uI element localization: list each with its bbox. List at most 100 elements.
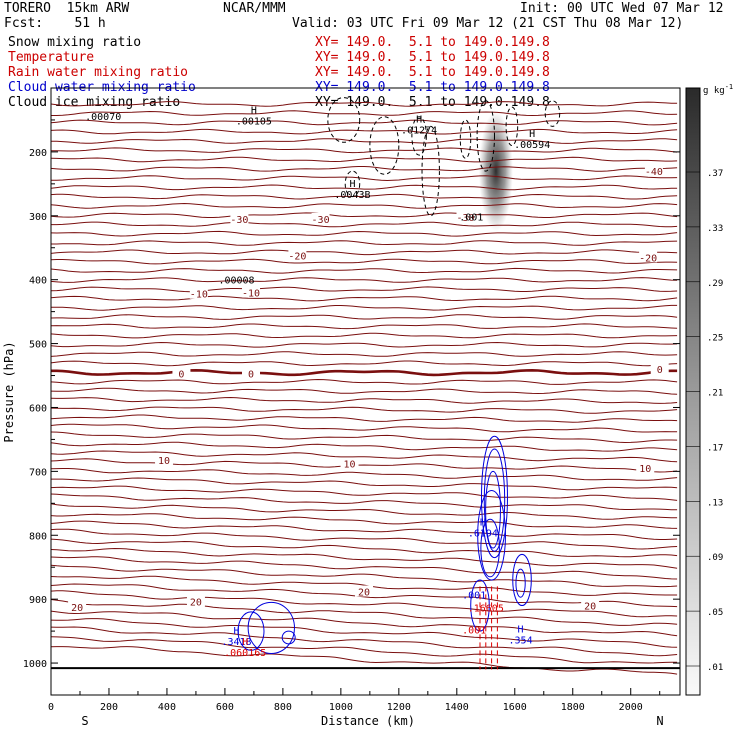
x-end-label-south: S (81, 714, 88, 728)
cloud-ice-contour (476, 100, 495, 172)
isotherm (51, 423, 678, 433)
maximum-marker: H (518, 624, 524, 635)
isotherm-label: -10 (242, 288, 260, 299)
cloud-water-contour (485, 470, 501, 549)
x-tick-label: 1400 (445, 702, 469, 713)
maximum-value: .00008 (218, 276, 254, 287)
maximum-marker: H (480, 518, 486, 529)
isotherm (51, 493, 678, 511)
isotherm (51, 626, 678, 657)
cloud-water-contour (237, 611, 265, 651)
isotherm-label: -30 (456, 213, 474, 224)
isotherm-label-bg (68, 600, 87, 612)
cloud-water-contour (247, 601, 295, 654)
cloud-ice-contour (505, 106, 519, 147)
isotherm (51, 101, 678, 107)
isotherm (51, 119, 678, 126)
isotherm (51, 618, 678, 648)
isotherm (51, 610, 678, 637)
maximum-marker: H (233, 626, 239, 637)
isotherm (51, 267, 678, 274)
isotherm (51, 128, 678, 135)
x-tick-label: 1200 (387, 702, 411, 713)
plot-frame (50, 87, 681, 696)
isotherm-label-bg (242, 367, 261, 379)
isotherm (51, 360, 678, 367)
y-tick-label: 200 (29, 148, 47, 159)
isotherm-label-bg (186, 595, 205, 607)
isotherm-label: 0 (178, 370, 184, 381)
maximum-marker: H (251, 105, 257, 116)
isotherm (51, 590, 678, 618)
isotherm-label-bg (172, 367, 191, 379)
model-title: TORERO 15km ARW (4, 1, 130, 16)
isotherm (51, 147, 678, 154)
y-tick-label: 700 (29, 467, 47, 478)
isotherm (51, 485, 678, 501)
isotherm-label-bg (355, 585, 374, 597)
isotherm (51, 636, 678, 664)
cloud-ice-contour (369, 116, 400, 175)
isotherm (51, 351, 678, 357)
isotherm (51, 323, 678, 330)
isotherm (51, 341, 678, 348)
x-tick-label: 0 (48, 702, 54, 713)
isotherm (51, 332, 678, 339)
x-axis-title: Distance (km) (321, 714, 415, 728)
isotherm-label: -40 (645, 167, 663, 178)
isotherm (51, 368, 678, 377)
isotherm (51, 468, 678, 481)
isotherm (51, 295, 678, 302)
isotherm (51, 477, 678, 491)
isotherm-label-bg (288, 249, 307, 261)
isotherm (51, 156, 678, 163)
isotherm-label: -30 (230, 215, 248, 226)
maximum-value: .001 (462, 591, 486, 602)
isotherm-label-bg (639, 251, 658, 263)
maximum-marker: H (416, 114, 422, 125)
colorbar-tick-label: .13 (707, 498, 723, 508)
isotherm (51, 528, 678, 550)
maximum-marker: H (242, 637, 248, 648)
isotherm (51, 138, 678, 144)
maximum-value: .3418 (221, 637, 251, 648)
colorbar-tick-label: .17 (707, 443, 723, 453)
isotherm-label-bg (456, 211, 475, 223)
isotherm (51, 175, 678, 182)
isotherm-label-bg (650, 363, 669, 375)
y-tick-label: 800 (29, 531, 47, 542)
isotherm-label: 10 (344, 460, 356, 471)
cloud-water-contour (477, 490, 507, 581)
maximum-value: .060165 (224, 648, 266, 659)
isotherm-label: 0 (248, 370, 254, 381)
maximum-value: .0043B (334, 190, 370, 201)
cloud-ice-contour (544, 100, 561, 127)
y-tick-label: 300 (29, 212, 47, 223)
cloud-water-contour (515, 568, 526, 598)
colorbar-unit-base: g kg (703, 86, 725, 96)
isotherm (51, 406, 678, 414)
legend-temperature-xy: XY= 149.0. 5.1 to 149.0.149.8 (315, 50, 550, 65)
snow-shading (478, 111, 513, 232)
isotherm (51, 166, 678, 172)
isotherm (51, 575, 678, 596)
maximum-value: .00070 (85, 112, 121, 123)
cloud-ice-contour (327, 97, 361, 143)
cloud-ice-contour (411, 116, 427, 156)
isotherm-label: 20 (358, 587, 370, 598)
y-axis-title: Pressure (hPa) (2, 341, 16, 442)
isotherm (51, 230, 678, 237)
isotherm (51, 221, 678, 228)
isotherm (51, 314, 678, 320)
cloud-water-contour (483, 448, 506, 552)
y-tick-label: 600 (29, 403, 47, 414)
maximum-value: .354 (509, 635, 533, 646)
maximum-value: .16605 (468, 603, 504, 614)
colorbar-tick-label: .01 (707, 663, 723, 673)
isotherm (51, 583, 678, 608)
cloud-ice-contour (344, 170, 361, 198)
legend-rain-xy: XY= 149.0. 5.1 to 149.0.149.8 (315, 65, 550, 80)
y-tick-label: 900 (29, 595, 47, 606)
isotherm (51, 286, 678, 293)
isotherm (51, 202, 678, 209)
